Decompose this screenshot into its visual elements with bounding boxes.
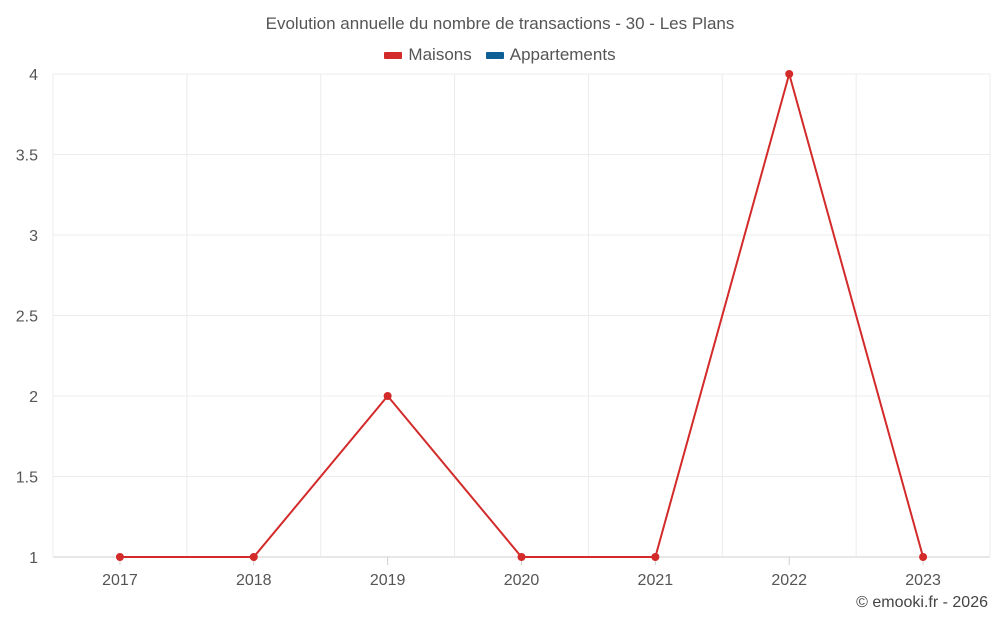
data-point-maisons[interactable] bbox=[517, 553, 526, 561]
x-tick-label: 2020 bbox=[504, 572, 540, 589]
y-tick-label: 4 bbox=[29, 67, 38, 84]
legend-item-maisons[interactable]: Maisons bbox=[384, 45, 472, 65]
legend-label-appartements: Appartements bbox=[509, 45, 616, 64]
x-tick-label: 2019 bbox=[370, 572, 406, 589]
y-tick-label: 2.5 bbox=[16, 309, 38, 326]
data-point-maisons[interactable] bbox=[383, 392, 392, 400]
y-tick-label: 1 bbox=[29, 550, 38, 567]
credit-text: © emooki.fr - 2026 bbox=[856, 594, 988, 611]
legend-swatch-appartements bbox=[485, 51, 504, 59]
y-tick-label: 3.5 bbox=[16, 148, 38, 165]
legend-label-maisons: Maisons bbox=[408, 45, 472, 64]
y-tick-label: 1.5 bbox=[16, 470, 38, 487]
legend: Maisons Appartements bbox=[0, 45, 1000, 65]
data-point-maisons[interactable] bbox=[115, 553, 124, 561]
x-tick-label: 2017 bbox=[102, 572, 138, 589]
x-tick-label: 2022 bbox=[771, 572, 807, 589]
legend-item-appartements[interactable]: Appartements bbox=[485, 45, 616, 65]
data-point-maisons[interactable] bbox=[785, 70, 794, 78]
data-point-maisons[interactable] bbox=[919, 553, 928, 561]
x-tick-label: 2018 bbox=[236, 572, 272, 589]
y-tick-label: 3 bbox=[29, 228, 38, 245]
chart-title: Evolution annuelle du nombre de transact… bbox=[265, 14, 735, 33]
y-tick-label: 2 bbox=[29, 389, 38, 406]
legend-swatch-maisons bbox=[384, 51, 403, 59]
x-tick-label: 2023 bbox=[905, 572, 941, 589]
data-point-maisons[interactable] bbox=[651, 553, 660, 561]
x-tick-label: 2021 bbox=[638, 572, 674, 589]
data-point-maisons[interactable] bbox=[249, 553, 258, 561]
